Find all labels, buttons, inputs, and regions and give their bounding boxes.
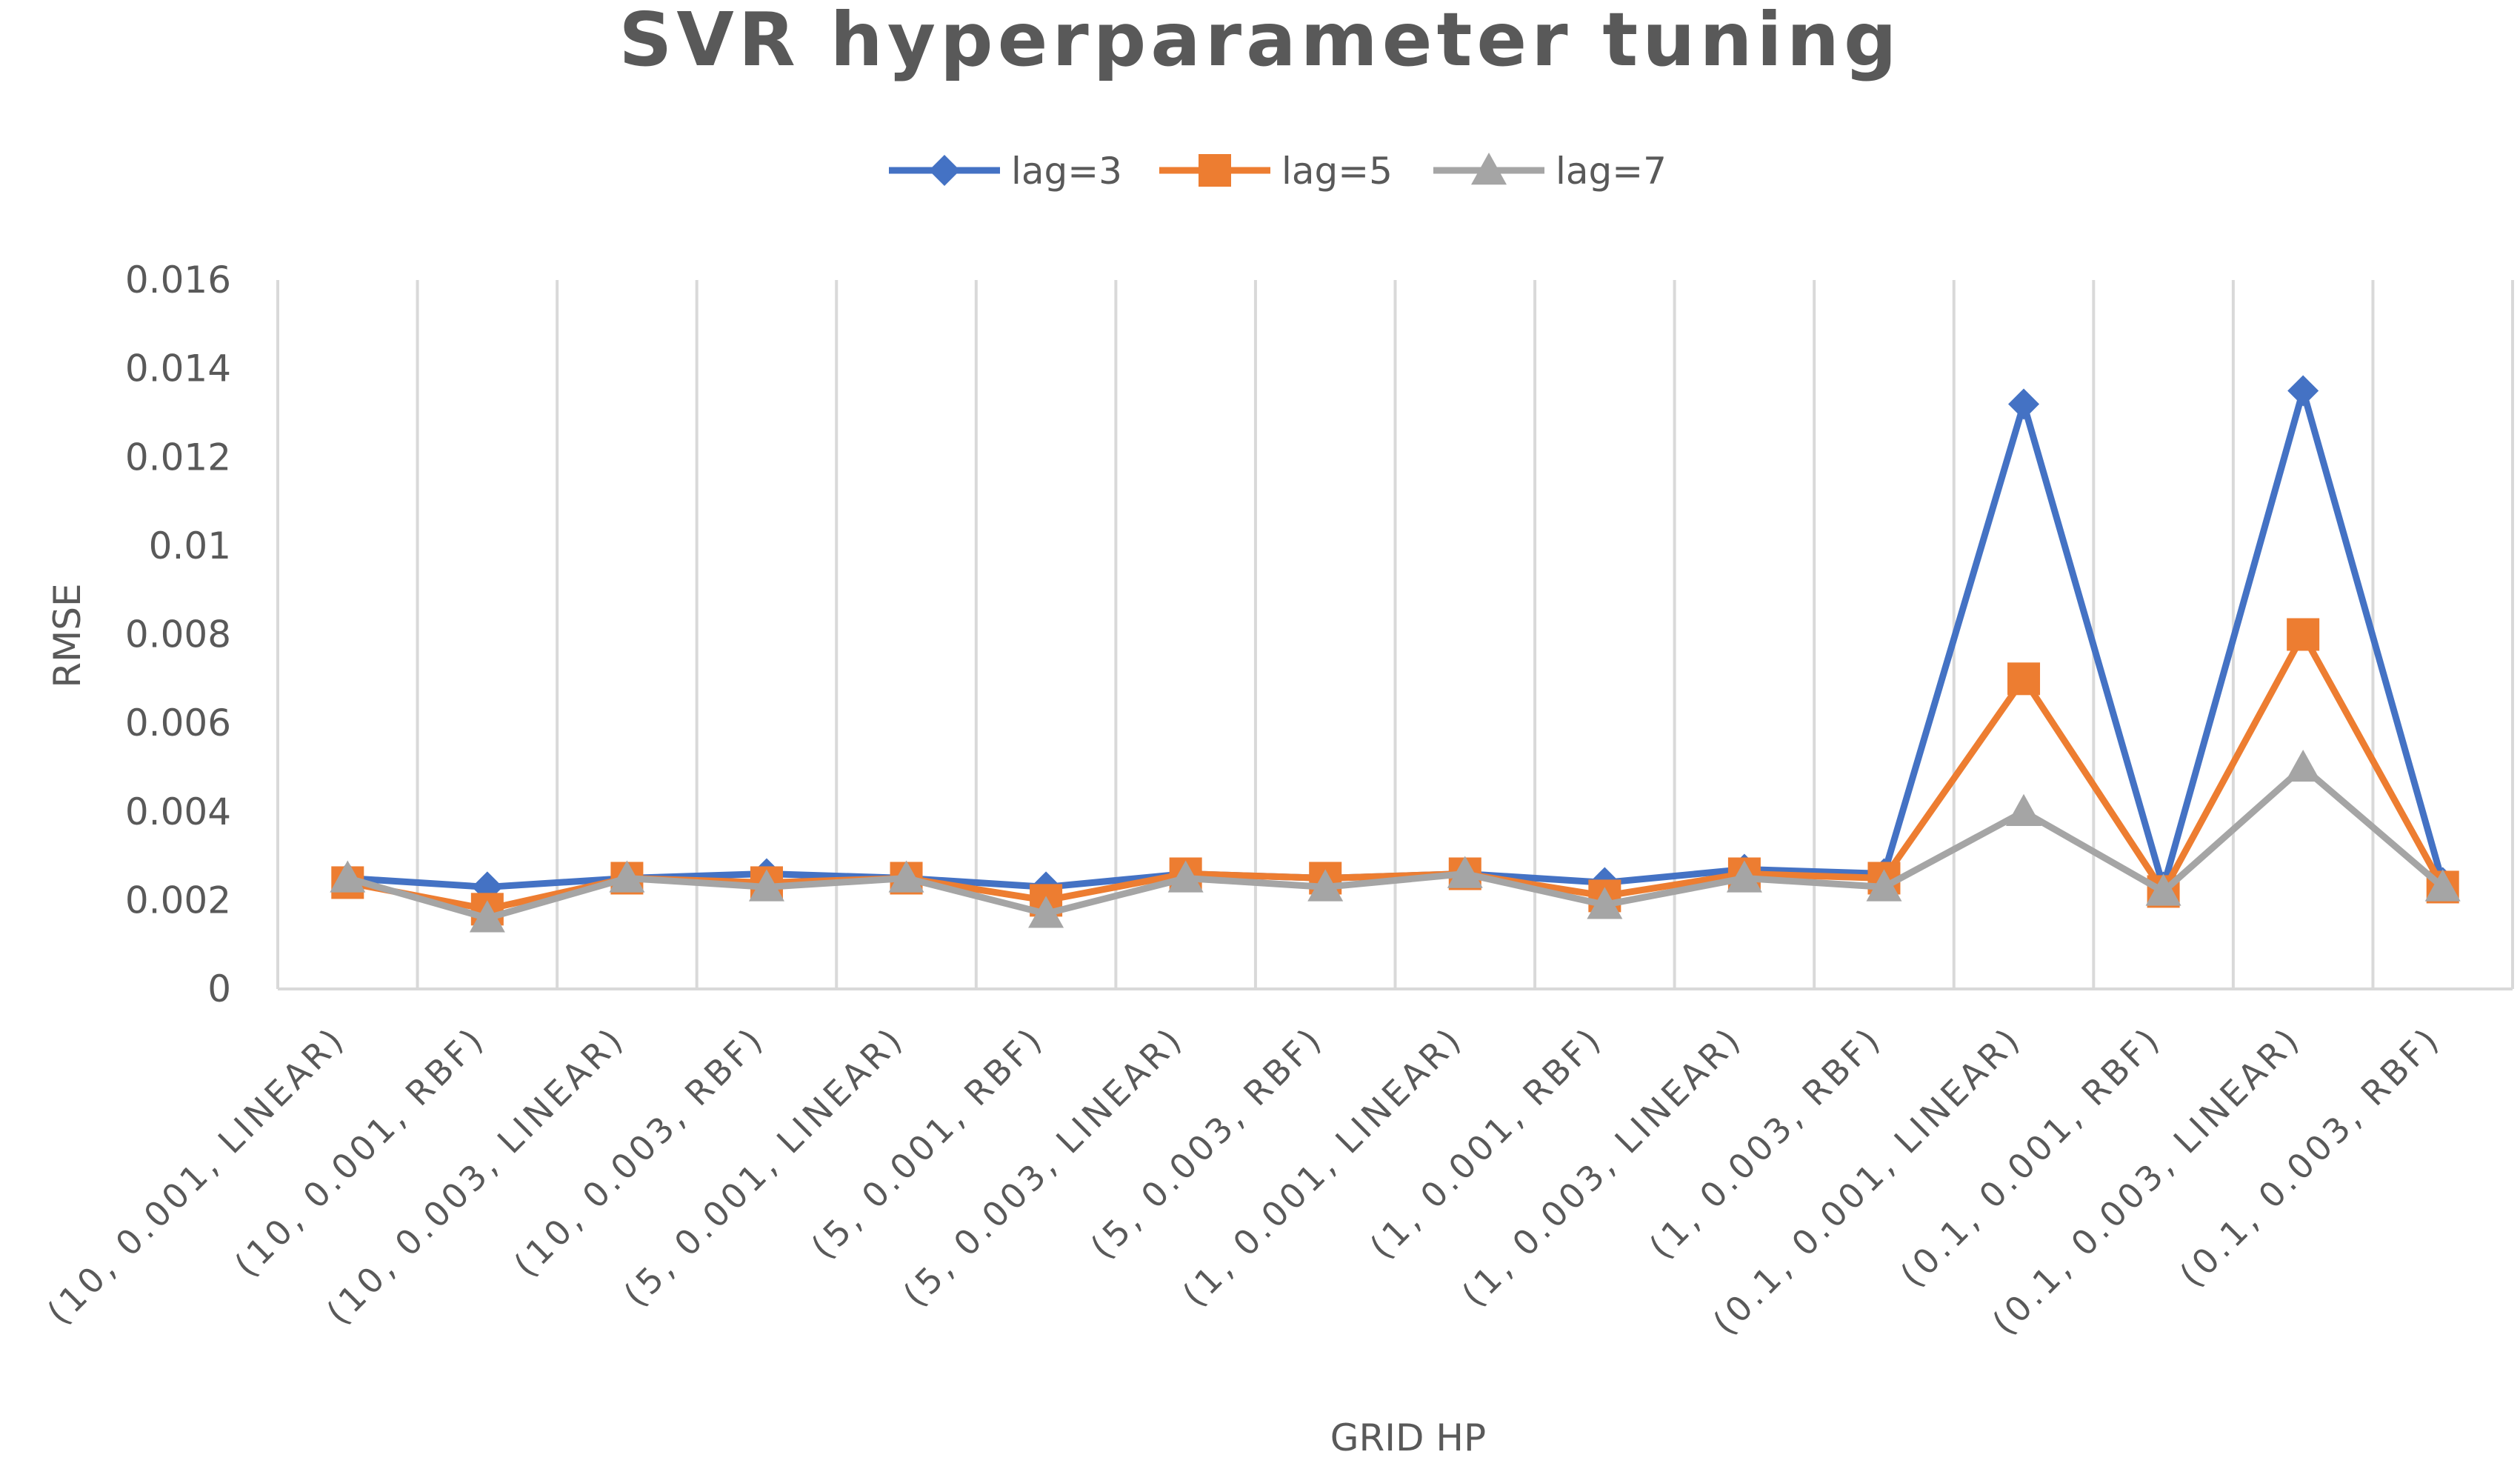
x-tick-label: (1, 0.001, RBF) [1362,1019,1610,1267]
data-point [609,860,645,893]
data-point [1028,896,1064,928]
data-point [1167,860,1204,893]
x-tick-label: (10, 0.003, RBF) [506,1019,773,1285]
legend-marker [1471,153,1507,185]
data-point [2007,662,2041,696]
x-tick-label: (0.1, 0.003, RBF) [2172,1019,2448,1295]
legend-item: lag=5 [1159,150,1393,193]
data-point [748,869,784,902]
x-tick-label: (5, 0.001, LINEAR) [616,1019,912,1315]
y-tick-label: 0.008 [125,613,231,656]
legend-label: lag=3 [1011,150,1122,193]
series-lag=7 [330,749,2461,933]
x-tick-label: (5, 0.003, RBF) [1083,1019,1331,1267]
x-tick-label: (10, 0.003, LINEAR) [319,1019,633,1333]
data-point [1447,856,1483,888]
y-tick-label: 0 [207,967,231,1010]
legend-marker [1199,154,1231,187]
legend-marker [929,155,960,186]
series-layer [330,375,2461,933]
x-tick-label: (10, 0.001, LINEAR) [39,1019,353,1333]
x-tick-label: (1, 0.003, LINEAR) [1454,1019,1750,1315]
series-line [344,764,2447,922]
x-tick-label: (1, 0.003, RBF) [1641,1019,1890,1267]
legend-label: lag=7 [1556,150,1667,193]
data-point [2008,388,2040,420]
y-tick-label: 0.014 [125,347,231,390]
y-tick-label: 0.012 [125,436,231,479]
x-tick-label: (5, 0.003, LINEAR) [896,1019,1192,1315]
data-point [2006,793,2042,826]
data-point [330,860,366,893]
data-point [2287,618,2320,651]
x-axis-title: GRID HP [1330,1416,1486,1459]
data-point [1726,860,1762,893]
legend-item: lag=3 [889,150,1122,193]
data-point [2145,873,2181,906]
data-point [2424,869,2461,902]
data-point [469,900,505,933]
y-axis-title: RMSE [46,583,89,687]
x-tick-label: (5, 0.001, RBF) [803,1019,1051,1267]
data-point [2285,749,2321,782]
data-point [888,860,924,893]
data-point [1866,869,1902,902]
data-point [1307,869,1344,902]
legend: lag=3 lag=5 lag=7 [889,150,1667,193]
legend-item: lag=7 [1433,150,1667,193]
data-point [1587,887,1623,919]
y-tick-label: 0.01 [149,524,231,567]
legend-label: lag=5 [1281,150,1393,193]
y-tick-label: 0.016 [125,259,231,302]
y-tick-label: 0.002 [125,879,231,922]
x-tick-label: (1, 0.001, LINEAR) [1175,1019,1471,1315]
chart-title: SVR hyperparameter tuning [619,0,1901,83]
y-tick-label: 0.004 [125,790,231,833]
x-tick-label: (0.1, 0.001, RBF) [1893,1019,2169,1295]
y-tick-label: 0.006 [125,702,231,745]
x-tick-label: (10, 0.001, RBF) [227,1019,493,1285]
data-point [2287,375,2319,407]
